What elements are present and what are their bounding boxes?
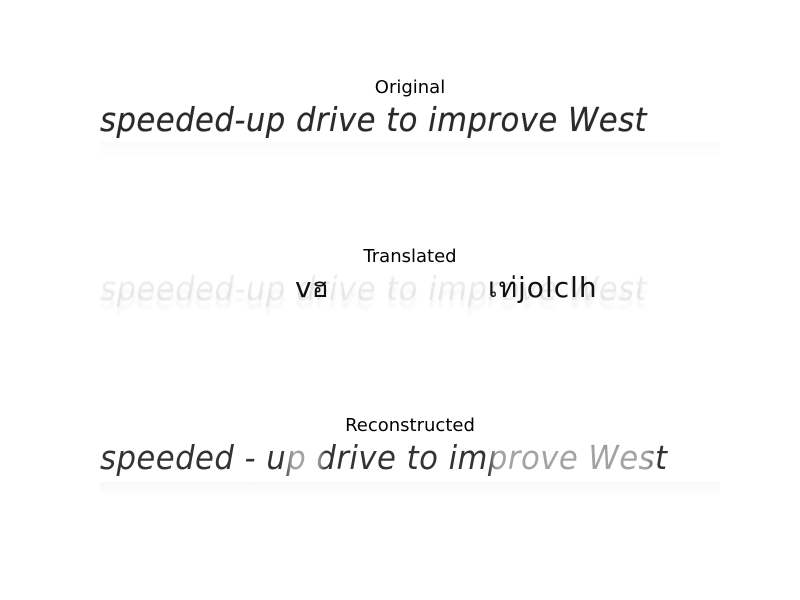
translated-title: Translated (363, 246, 457, 267)
reconstructed-image: speeded - up drive to improve West (100, 438, 720, 498)
translated-fragment-left: vฮ (295, 271, 329, 304)
reconstructed-smudge (100, 482, 720, 496)
original-image: speeded-up drive to improve West (100, 100, 720, 160)
translated-ghost-blur: speeded-up drive to improve West (100, 277, 677, 316)
translated-fragment-right: เท่jolclh (488, 271, 598, 304)
original-smudge (100, 142, 720, 158)
reconstructed-title: Reconstructed (345, 415, 475, 436)
translated-image: speeded-up drive to improve West speeded… (100, 269, 720, 329)
reconstructed-blur-patch (288, 442, 322, 486)
original-title: Original (374, 77, 446, 98)
reconstructed-blur-patch (492, 442, 652, 486)
original-handwriting: speeded-up drive to improve West (100, 100, 648, 139)
translated-ghost-handwriting: speeded-up drive to improve West (100, 269, 648, 308)
